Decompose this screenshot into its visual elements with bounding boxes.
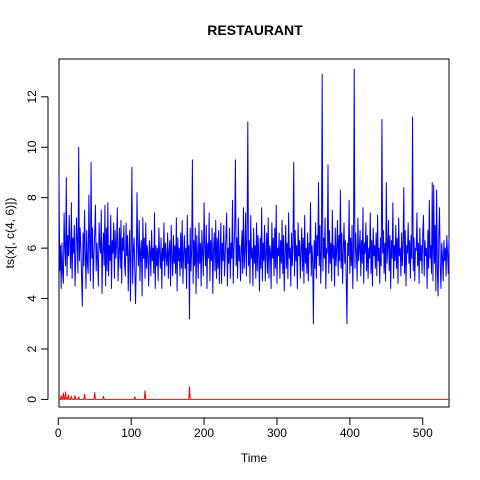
series-layer (58, 68, 450, 400)
x-axis: 0 100 200 300 400 500 (55, 417, 433, 440)
x-tick-label: 400 (340, 426, 360, 440)
series-line-2 (58, 386, 449, 400)
y-tick-label: 6 (25, 244, 39, 251)
x-tick-label: 200 (194, 426, 214, 440)
series-line-1 (58, 68, 450, 325)
x-axis-label: Time (241, 451, 268, 465)
y-tick-label: 2 (25, 345, 39, 352)
y-tick-label: 12 (25, 90, 39, 104)
y-tick-label: 8 (25, 194, 39, 201)
x-tick-label: 500 (413, 426, 433, 440)
x-tick-label: 0 (55, 426, 62, 440)
y-axis-label: ts(x[, c(4, 6)]) (3, 198, 17, 269)
y-tick-label: 10 (25, 140, 39, 154)
y-tick-label: 0 (25, 396, 39, 403)
x-tick-label: 100 (121, 426, 141, 440)
y-axis: 0 2 4 6 8 10 12 (25, 90, 49, 403)
y-tick-label: 4 (25, 295, 39, 302)
chart-title: RESTAURANT (207, 22, 303, 38)
x-tick-label: 300 (267, 426, 287, 440)
